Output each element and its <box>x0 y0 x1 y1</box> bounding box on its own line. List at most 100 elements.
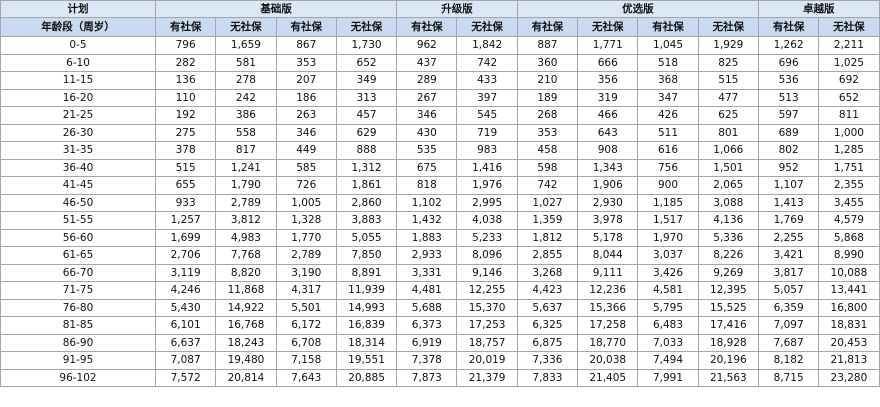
price-cell: 1,413 <box>757 193 820 212</box>
price-cell: 1,312 <box>335 158 398 177</box>
price-cell: 7,494 <box>637 351 699 370</box>
price-cell: 1,842 <box>456 36 518 55</box>
price-cell: 5,501 <box>275 298 337 317</box>
age-cell: 26-30 <box>0 123 156 142</box>
price-cell: 1,432 <box>396 211 458 230</box>
price-cell: 7,991 <box>637 368 699 387</box>
price-cell: 7,687 <box>757 333 820 352</box>
price-cell: 16,768 <box>215 316 277 335</box>
price-cell: 19,480 <box>215 351 277 370</box>
price-cell: 515 <box>697 71 759 90</box>
price-cell: 186 <box>275 88 337 107</box>
price-cell: 7,873 <box>396 368 458 387</box>
price-cell: 2,995 <box>456 193 518 212</box>
price-cell: 1,730 <box>335 36 398 55</box>
price-cell: 1,659 <box>215 36 277 55</box>
price-cell: 3,455 <box>818 193 880 212</box>
price-cell: 756 <box>637 158 699 177</box>
price-cell: 268 <box>516 106 579 125</box>
data-row: 41-45 655 1,790 726 1,861 818 1,976 742 1,906 900… <box>0 176 880 195</box>
price-cell: 2,789 <box>215 193 277 212</box>
price-cell: 518 <box>637 53 699 72</box>
price-cell: 477 <box>697 88 759 107</box>
price-cell: 18,928 <box>697 333 759 352</box>
price-cell: 666 <box>577 53 639 72</box>
price-cell: 5,430 <box>154 298 217 317</box>
price-cell: 8,891 <box>335 263 398 282</box>
price-cell: 1,285 <box>818 141 880 160</box>
price-cell: 210 <box>516 71 579 90</box>
age-cell: 36-40 <box>0 158 156 177</box>
price-cell: 1,861 <box>335 176 398 195</box>
price-cell: 1,769 <box>757 211 820 230</box>
price-cell: 110 <box>154 88 217 107</box>
price-cell: 581 <box>215 53 277 72</box>
price-cell: 4,038 <box>456 211 518 230</box>
data-row: 51-55 1,257 3,812 1,328 3,883 1,432 4,038 1,359… <box>0 211 880 230</box>
age-cell: 66-70 <box>0 263 156 282</box>
price-cell: 2,933 <box>396 246 458 265</box>
price-cell: 983 <box>456 141 518 160</box>
price-cell: 353 <box>275 53 337 72</box>
price-cell: 558 <box>215 123 277 142</box>
price-cell: 3,088 <box>697 193 759 212</box>
column-header: 有社保 <box>275 17 337 37</box>
price-cell: 811 <box>818 106 880 125</box>
price-cell: 397 <box>456 88 518 107</box>
price-cell: 8,226 <box>697 246 759 265</box>
price-cell: 3,421 <box>757 246 820 265</box>
age-cell: 0-5 <box>0 36 156 55</box>
price-cell: 933 <box>154 193 217 212</box>
column-header: 年龄段（周岁） <box>0 17 156 37</box>
column-header: 无社保 <box>335 17 398 37</box>
data-row: 66-70 3,119 8,820 3,190 8,891 3,331 9,146 3,268… <box>0 263 880 282</box>
price-cell: 278 <box>215 71 277 90</box>
column-header: 无社保 <box>456 17 518 37</box>
price-cell: 597 <box>757 106 820 125</box>
price-cell: 535 <box>396 141 458 160</box>
price-cell: 8,990 <box>818 246 880 265</box>
price-cell: 6,325 <box>516 316 579 335</box>
data-row: 71-75 4,246 11,868 4,317 11,939 4,481 12,255 4,… <box>0 281 880 300</box>
price-cell: 655 <box>154 176 217 195</box>
column-header: 有社保 <box>154 17 217 37</box>
price-cell: 20,453 <box>818 333 880 352</box>
price-cell: 17,416 <box>697 316 759 335</box>
price-cell: 1,045 <box>637 36 699 55</box>
price-cell: 16,839 <box>335 316 398 335</box>
price-cell: 6,875 <box>516 333 579 352</box>
price-cell: 1,771 <box>577 36 639 55</box>
price-cell: 12,255 <box>456 281 518 300</box>
price-cell: 3,883 <box>335 211 398 230</box>
price-cell: 1,343 <box>577 158 639 177</box>
price-cell: 3,331 <box>396 263 458 282</box>
price-cell: 20,885 <box>335 368 398 387</box>
price-cell: 15,366 <box>577 298 639 317</box>
price-cell: 13,441 <box>818 281 880 300</box>
price-cell: 18,757 <box>456 333 518 352</box>
price-cell: 8,820 <box>215 263 277 282</box>
price-cell: 796 <box>154 36 217 55</box>
data-row: 91-95 7,087 19,480 7,158 19,551 7,378 20,019 7,… <box>0 351 880 370</box>
price-cell: 4,481 <box>396 281 458 300</box>
price-cell: 7,378 <box>396 351 458 370</box>
price-cell: 8,044 <box>577 246 639 265</box>
price-cell: 313 <box>335 88 398 107</box>
price-cell: 2,855 <box>516 246 579 265</box>
price-cell: 1,107 <box>757 176 820 195</box>
price-cell: 4,246 <box>154 281 217 300</box>
price-cell: 21,563 <box>697 368 759 387</box>
price-cell: 7,572 <box>154 368 217 387</box>
column-header: 有社保 <box>396 17 458 37</box>
price-cell: 4,136 <box>697 211 759 230</box>
price-cell: 8,096 <box>456 246 518 265</box>
price-cell: 5,688 <box>396 298 458 317</box>
price-cell: 7,033 <box>637 333 699 352</box>
price-cell: 14,993 <box>335 298 398 317</box>
price-cell: 16,800 <box>818 298 880 317</box>
price-cell: 192 <box>154 106 217 125</box>
price-cell: 21,813 <box>818 351 880 370</box>
price-cell: 887 <box>516 36 579 55</box>
price-cell: 1,976 <box>456 176 518 195</box>
